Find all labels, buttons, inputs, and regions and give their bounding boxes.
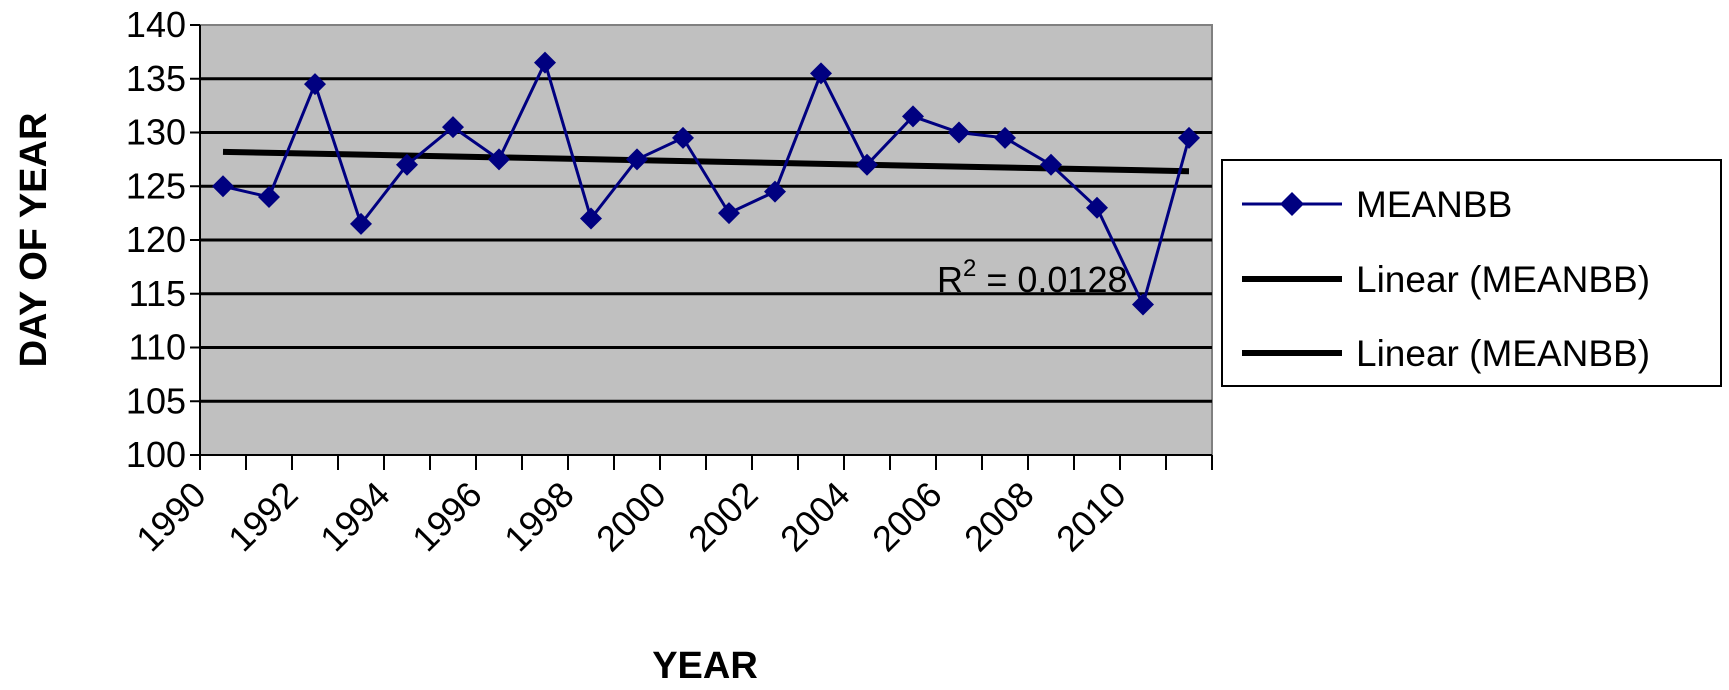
y-tick-label: 135 xyxy=(126,58,186,99)
data-point-meanbb xyxy=(304,73,326,96)
data-point-meanbb xyxy=(764,180,786,203)
r-squared-annotation: R2 = 0.0128 xyxy=(937,255,1128,300)
y-tick-label: 100 xyxy=(126,434,186,475)
legend-marker-meanbb xyxy=(1280,192,1304,216)
x-tick-label: 1996 xyxy=(404,474,490,560)
data-point-meanbb xyxy=(1040,153,1062,176)
data-point-meanbb xyxy=(1178,126,1200,149)
y-tick-label: 125 xyxy=(126,165,186,206)
data-point-meanbb xyxy=(902,105,924,128)
y-tick-label: 105 xyxy=(126,380,186,421)
x-tick-label: 2002 xyxy=(680,474,766,560)
x-tick-label: 2008 xyxy=(956,474,1042,560)
x-tick-label: 1992 xyxy=(220,474,306,560)
y-tick-labels: 100 105 110 115 120 125 130 135 140 xyxy=(126,4,186,475)
y-tick-label: 115 xyxy=(129,273,186,314)
x-axis-title: YEAR xyxy=(652,645,758,685)
x-tick-label: 1998 xyxy=(496,474,582,560)
x-tick-label: 2000 xyxy=(588,474,674,560)
data-point-meanbb xyxy=(488,148,510,171)
legend: MEANBB Linear (MEANBB) Linear (MEANBB) xyxy=(1221,159,1722,387)
y-tick-label: 110 xyxy=(129,327,186,368)
y-tick-label: 120 xyxy=(126,219,186,260)
data-point-meanbb xyxy=(994,126,1016,149)
data-point-meanbb xyxy=(396,153,418,176)
axes xyxy=(199,25,1213,470)
legend-label-linear-2: Linear (MEANBB) xyxy=(1356,333,1650,374)
x-tick-label: 2006 xyxy=(864,474,950,560)
data-point-meanbb xyxy=(948,121,970,144)
data-point-meanbb xyxy=(1132,293,1154,316)
x-tick-label: 1990 xyxy=(128,474,214,560)
trend-lines xyxy=(222,148,1190,175)
y-tick-label: 140 xyxy=(126,4,186,45)
series-line-meanbb xyxy=(222,58,1191,309)
legend-box xyxy=(1221,159,1722,387)
y-axis-title: DAY OF YEAR xyxy=(13,113,55,368)
y-tick-label: 130 xyxy=(126,112,186,153)
data-point-meanbb xyxy=(718,202,740,225)
x-tick-label: 2004 xyxy=(772,474,858,560)
data-point-meanbb xyxy=(258,186,280,208)
data-point-meanbb xyxy=(672,126,694,149)
series-meanbb xyxy=(212,51,1200,316)
data-point-meanbb xyxy=(626,148,648,171)
trend-line-linear-meanbb xyxy=(222,148,1190,175)
data-point-meanbb xyxy=(810,62,832,85)
x-tick-label: 1994 xyxy=(312,474,398,560)
x-tick-label: 2010 xyxy=(1048,474,1134,560)
data-point-meanbb xyxy=(1086,196,1108,219)
data-point-meanbb xyxy=(212,175,234,198)
legend-label-linear-1: Linear (MEANBB) xyxy=(1356,259,1650,300)
data-point-meanbb xyxy=(350,212,372,235)
legend-label-meanbb: MEANBB xyxy=(1356,184,1512,225)
data-point-meanbb xyxy=(580,207,602,230)
data-point-meanbb xyxy=(442,116,464,139)
grid-lines xyxy=(190,24,1212,456)
data-point-meanbb xyxy=(856,153,878,176)
data-point-meanbb xyxy=(534,51,556,74)
x-tick-labels: 1990 1992 1994 1996 1998 2000 2002 2004 2006 2008… xyxy=(128,474,1134,560)
